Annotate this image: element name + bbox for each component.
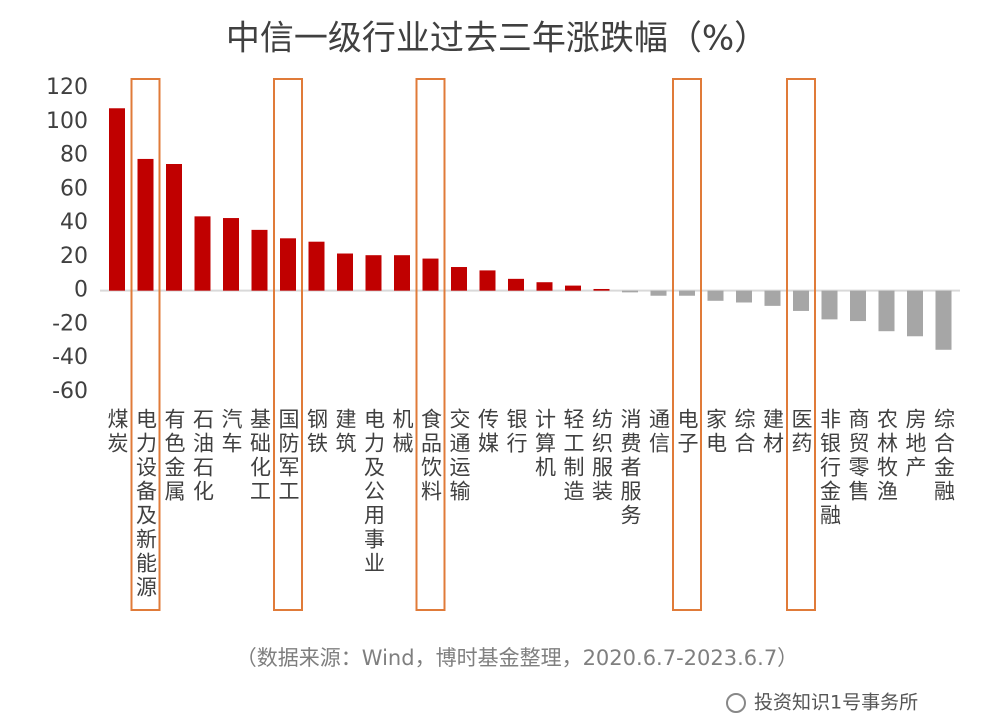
bar: [137, 158, 154, 291]
x-tick-label: 综合: [732, 408, 756, 456]
y-tick-label: -20: [52, 311, 88, 336]
y-tick-label: 100: [46, 109, 88, 134]
y-tick-label: 60: [60, 176, 88, 201]
x-tick-label: 建筑: [333, 408, 357, 456]
highlight-box: [786, 78, 816, 611]
y-tick-label: -40: [52, 345, 88, 370]
x-tick-label: 计算机: [533, 408, 557, 480]
x-tick-label: 房地产: [903, 408, 927, 480]
x-tick-label: 建材: [761, 408, 785, 456]
bar: [935, 290, 952, 350]
bar: [622, 290, 638, 293]
bar: [166, 164, 182, 291]
bar: [821, 290, 838, 320]
bar: [194, 216, 211, 291]
y-tick-label: 80: [60, 143, 88, 168]
bar: [337, 253, 353, 291]
bar: [479, 270, 496, 291]
x-tick-label: 消费者服务: [618, 408, 642, 528]
bar: [764, 290, 781, 306]
x-tick-label: 传媒: [476, 408, 500, 456]
x-tick-label: 通信: [647, 408, 671, 456]
y-tick-label: 20: [60, 244, 88, 269]
bar: [451, 267, 467, 291]
bar: [650, 290, 667, 296]
x-tick-label: 电子: [675, 408, 699, 456]
y-tick-label: -60: [52, 379, 88, 404]
bar: [679, 290, 695, 296]
bar: [394, 255, 410, 291]
bar: [850, 290, 866, 322]
x-tick-label: 煤炭: [105, 408, 129, 456]
x-tick-label: 基础化工: [248, 408, 272, 504]
chart-title: 中信一级行业过去三年涨跌幅（%）: [226, 19, 768, 59]
x-tick-label: 汽车: [219, 408, 243, 456]
x-tick-label: 石油石化: [191, 408, 215, 504]
y-tick-label: 40: [60, 210, 88, 235]
bar: [736, 290, 752, 303]
bar: [223, 218, 239, 291]
highlight-box: [273, 78, 303, 611]
x-tick-label: 钢铁: [305, 408, 329, 456]
watermark-icon: [726, 693, 746, 713]
x-tick-label: 银行: [504, 408, 528, 456]
x-tick-label: 有色金属: [162, 408, 186, 504]
x-tick-label: 综合金融: [932, 408, 956, 504]
x-tick-label: 食品饮料: [419, 408, 443, 504]
x-tick-label: 电力及公用事业: [362, 408, 386, 576]
x-tick-label: 家电: [704, 408, 728, 456]
x-tick-label: 农林牧渔: [875, 408, 899, 504]
bar: [365, 255, 382, 291]
x-tick-label: 商贸零售: [846, 408, 870, 504]
y-tick-label: 120: [46, 75, 88, 100]
bar: [707, 290, 724, 301]
bar: [251, 229, 268, 291]
watermark: 投资知识1号事务所: [754, 692, 918, 714]
bar: [308, 241, 325, 291]
bar: [793, 290, 809, 311]
x-tick-label: 医药: [789, 408, 813, 456]
source-note: （数据来源：Wind，博时基金整理，2020.6.7-2023.6.7）: [236, 646, 798, 670]
x-tick-label: 纺织服装: [590, 408, 614, 504]
bar: [907, 290, 923, 337]
bar: [422, 258, 439, 291]
bar: [508, 278, 524, 291]
bar: [109, 108, 125, 291]
bar: [878, 290, 895, 332]
bar: [536, 282, 553, 291]
x-tick-label: 轻工制造: [561, 408, 585, 504]
highlight-box: [415, 78, 446, 611]
highlight-box: [130, 78, 161, 611]
x-tick-label: 交通运输: [447, 408, 471, 504]
bar: [565, 285, 581, 291]
x-tick-label: 非银行金融: [818, 408, 842, 528]
bar: [593, 288, 610, 291]
x-tick-label: 国防军工: [276, 408, 300, 504]
x-tick-label: 电力设备及新能源: [134, 408, 158, 600]
x-tick-label: 机械: [390, 408, 414, 456]
highlight-box: [672, 78, 702, 611]
y-tick-label: 0: [74, 278, 88, 303]
bar: [280, 238, 296, 291]
